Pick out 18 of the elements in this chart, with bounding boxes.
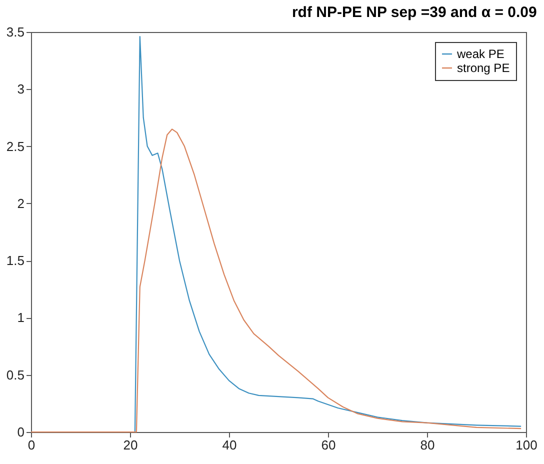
x-tick-label: 20 bbox=[123, 438, 138, 452]
y-tick-label: 2.5 bbox=[6, 138, 24, 154]
y-tick-label: 3.5 bbox=[6, 24, 24, 40]
y-tick-label: 1.5 bbox=[6, 253, 24, 268]
legend-label: weak PE bbox=[456, 47, 504, 61]
y-tick-label: 2 bbox=[17, 196, 24, 211]
line-series bbox=[30, 128, 522, 433]
x-tick-label: 40 bbox=[222, 438, 237, 452]
chart-title: rdf NP-PE NP sep =39 and α = 0.09 bbox=[292, 4, 537, 21]
y-tick-label: 1 bbox=[17, 310, 24, 326]
x-tick-label: 0 bbox=[28, 438, 36, 452]
y-tick-label: 0 bbox=[17, 424, 24, 440]
y-tick-label: 0.5 bbox=[6, 367, 24, 382]
legend-label: strong PE bbox=[457, 61, 510, 75]
x-tick-label: 80 bbox=[420, 438, 435, 452]
x-tick-label: 100 bbox=[516, 438, 538, 452]
x-tick-label: 60 bbox=[321, 438, 336, 452]
y-tick-label: 3 bbox=[17, 82, 24, 97]
